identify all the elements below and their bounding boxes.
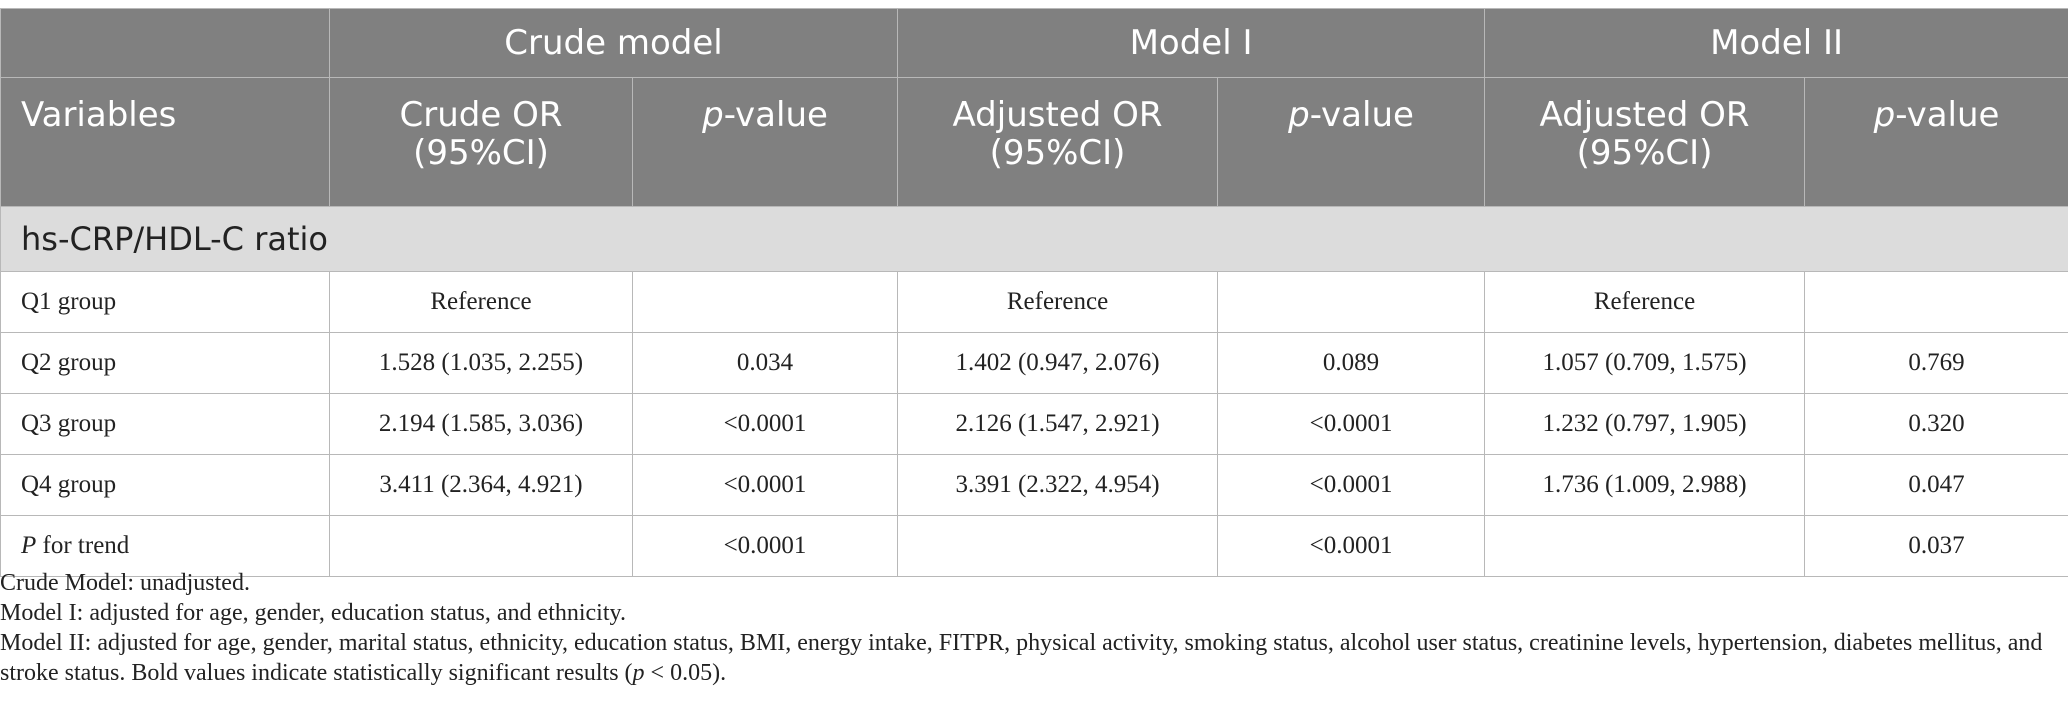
cell-model2-or: 1.057 (0.709, 1.575) [1484,332,1806,394]
row-label: Q4 group [0,454,330,516]
section-row: hs-CRP/HDL-C ratio [0,206,2068,272]
table-row: Q3 group 2.194 (1.585, 3.036) <0.0001 2.… [0,393,2068,455]
cell-model2-p: 0.037 [1804,515,2068,577]
header-group-row: Crude model Model I Model II [0,8,2068,78]
table-row: Q1 group Reference Reference Reference [0,271,2068,333]
cell-crude-p: <0.0001 [631,454,899,516]
cell-model1-or: Reference [897,271,1219,333]
results-table: Crude model Model I Model II Variables C… [0,8,2068,577]
cell-model2-or: Reference [1484,271,1806,333]
cell-model1-p: <0.0001 [1217,515,1486,577]
cell-crude-p [631,271,899,333]
cell-model2-p: 0.320 [1804,393,2068,455]
cell-model2-or: 1.232 (0.797, 1.905) [1484,393,1806,455]
cell-crude-or: 3.411 (2.364, 4.921) [329,454,633,516]
header-crude-or: Crude OR (95%CI) [329,77,633,207]
cell-model1-or [897,515,1219,577]
note-model2: Model II: adjusted for age, gender, mari… [0,630,2043,686]
table-row: Q4 group 3.411 (2.364, 4.921) <0.0001 3.… [0,454,2068,516]
header-model1-p-value: p-value [1217,77,1486,207]
cell-model1-or: 2.126 (1.547, 2.921) [897,393,1219,455]
cell-crude-or [329,515,633,577]
cell-model1-p: 0.089 [1217,332,1486,394]
row-label: Q2 group [0,332,330,394]
cell-model2-p: 0.047 [1804,454,2068,516]
header-model1-or: Adjusted OR (95%CI) [897,77,1219,207]
trend-row: P for trend <0.0001 <0.0001 0.037 [0,515,2068,577]
results-table-container: Crude model Model I Model II Variables C… [0,8,2068,577]
header-model2-p-value: p-value [1804,77,2068,207]
cell-model2-p [1804,271,2068,333]
header-column-row: Variables Crude OR (95%CI) p-value Adjus… [0,77,2068,207]
row-label: Q1 group [0,271,330,333]
cell-crude-p: 0.034 [631,332,899,394]
cell-model2-or [1484,515,1806,577]
header-model-2: Model II [1484,8,2068,78]
cell-model1-or: 1.402 (0.947, 2.076) [897,332,1219,394]
cell-crude-p: <0.0001 [631,515,899,577]
header-crude-model: Crude model [328,8,899,78]
section-title: hs-CRP/HDL-C ratio [0,206,2068,272]
header-model-1: Model I [897,8,1486,78]
table-row: Q2 group 1.528 (1.035, 2.255) 0.034 1.40… [0,332,2068,394]
cell-crude-or: 2.194 (1.585, 3.036) [329,393,633,455]
header-empty-cell [0,8,330,78]
row-label: Q3 group [0,393,330,455]
cell-crude-or: Reference [329,271,633,333]
header-variables: Variables [0,77,330,207]
cell-crude-or: 1.528 (1.035, 2.255) [329,332,633,394]
cell-model1-p: <0.0001 [1217,393,1486,455]
cell-model2-or: 1.736 (1.009, 2.988) [1484,454,1806,516]
cell-crude-p: <0.0001 [631,393,899,455]
cell-model1-or: 3.391 (2.322, 4.954) [897,454,1219,516]
note-crude: Crude Model: unadjusted. [0,570,250,596]
header-crude-p-value: p-value [631,77,899,207]
cell-model1-p: <0.0001 [1217,454,1486,516]
table-footnotes: Crude Model: unadjusted. Model I: adjust… [0,568,2068,688]
cell-model1-p [1217,271,1486,333]
trend-label: P for trend [0,515,330,577]
note-model1: Model I: adjusted for age, gender, educa… [0,600,626,626]
cell-model2-p: 0.769 [1804,332,2068,394]
header-model2-or: Adjusted OR (95%CI) [1484,77,1806,207]
